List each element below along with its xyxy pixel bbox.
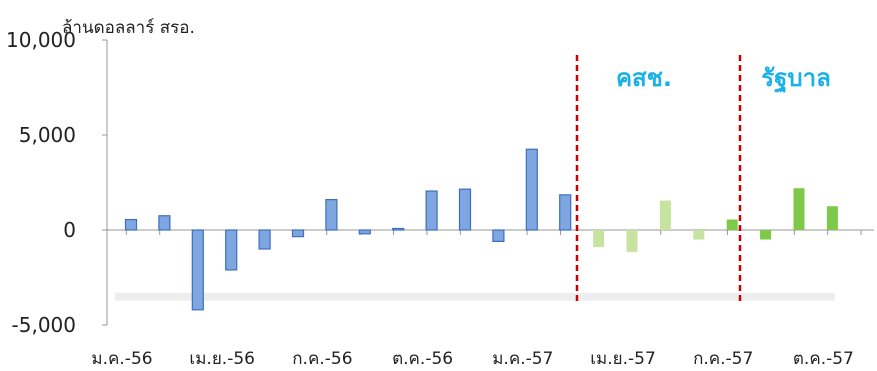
bar [593,230,605,248]
bar [492,229,505,242]
period-annotation: รัฐบาล [761,64,831,94]
bar [124,218,138,231]
period-annotation: คสช. [616,64,672,92]
y-tick-label: 5,000 [19,123,76,147]
bar [626,230,638,252]
bar [425,190,438,231]
bar [258,229,271,250]
bar [191,229,204,311]
bar [726,219,738,230]
bar [458,188,472,231]
bar [826,206,838,230]
bar [559,194,572,231]
shadow-band [115,292,835,301]
x-tick-label: ก.ค.-57 [693,349,753,369]
bar [325,199,338,231]
bar [693,230,705,240]
bar [793,188,805,230]
bar [659,200,671,230]
x-tick-label: ม.ค.-57 [492,349,553,369]
y-unit-label: ล้านดอลลาร์ สรอ. [62,18,195,38]
bar [525,148,538,231]
y-tick-label: -5,000 [12,313,76,337]
bar [358,229,371,235]
x-tick-label: ต.ค.-57 [793,349,854,369]
y-tick-label: 10,000 [6,28,76,52]
bar [158,215,171,231]
x-tick-label: เม.ย.-57 [590,349,656,369]
x-tick-label: เม.ย.-56 [189,349,255,369]
bar [291,229,305,238]
y-tick-label: 0 [63,218,76,242]
x-tick-label: ก.ค.-56 [292,349,352,369]
bar [760,230,772,240]
bar [392,227,405,231]
x-tick-label: ม.ค.-56 [91,349,152,369]
x-tick-label: ต.ค.-56 [392,349,453,369]
bar [225,229,238,271]
